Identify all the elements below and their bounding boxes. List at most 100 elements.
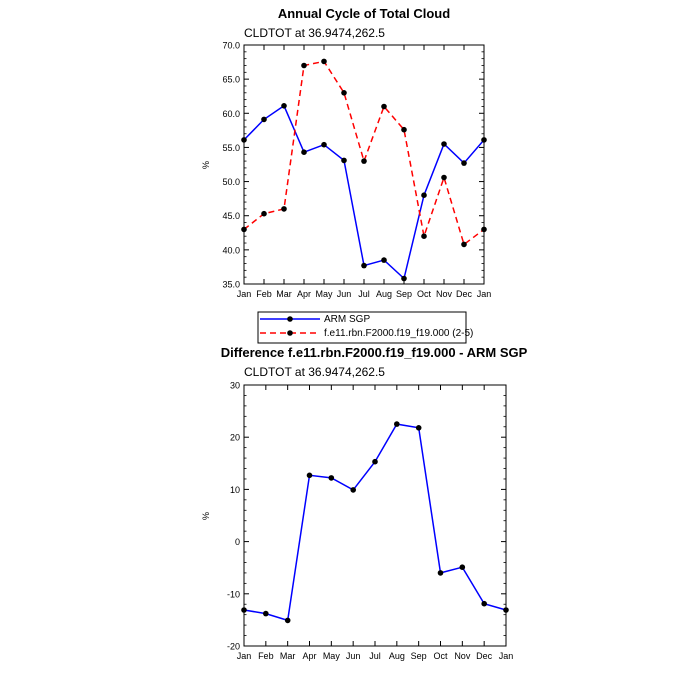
annual-cycle-chart: Annual Cycle of Total Cloud CLDTOT at 36… (201, 6, 491, 299)
data-point (263, 610, 269, 617)
tick-marks (243, 384, 507, 647)
legend-marker-model (287, 330, 293, 336)
x-tick-label: Feb (256, 289, 272, 299)
y-tick-label: -20 (227, 642, 240, 652)
legend-marker-arm (287, 316, 293, 322)
y-axis-label: % (201, 161, 211, 169)
data-point (241, 607, 247, 613)
data-point (241, 137, 247, 143)
y-tick-label: 20 (230, 433, 240, 443)
data-point (503, 607, 509, 613)
data-point (261, 210, 267, 217)
data-point (401, 275, 407, 282)
data-point (301, 149, 307, 155)
data-point (481, 137, 487, 143)
data-point (284, 617, 291, 624)
data-point (328, 475, 335, 481)
legend-label-model: f.e11.rbn.F2000.f19_f19.000 (2-5) (324, 328, 473, 339)
data-point (350, 487, 357, 493)
x-tick-label: Oct (433, 651, 448, 661)
data-point (394, 421, 400, 427)
plot-frame (243, 384, 507, 647)
data-point (461, 241, 467, 248)
x-tick-label: Aug (376, 289, 392, 299)
data-point (361, 158, 367, 164)
data-point (381, 103, 387, 110)
series-lines (241, 58, 487, 282)
data-point (421, 192, 427, 198)
x-tick-label: Jun (346, 651, 361, 661)
data-point (441, 174, 447, 181)
y-tick-label: 70.0 (222, 41, 240, 51)
data-point (481, 226, 487, 233)
data-point (481, 600, 488, 607)
x-tick-label: Sep (396, 289, 412, 299)
x-tick-label: Jan (237, 651, 252, 661)
difference-chart: Difference f.e11.rbn.F2000.f19_f19.000 -… (201, 345, 528, 661)
x-tick-label: Apr (302, 651, 316, 661)
x-tick-label: Jun (337, 289, 352, 299)
series-lines (241, 421, 509, 624)
y-tick-label: 35.0 (222, 280, 240, 290)
x-tick-label: Aug (389, 651, 405, 661)
data-point (381, 257, 387, 263)
data-point (361, 262, 367, 269)
data-point (437, 570, 444, 576)
x-tick-label: Jan (237, 289, 252, 299)
x-tick-label: Mar (280, 651, 296, 661)
x-tick-label: Jul (358, 289, 370, 299)
data-point (421, 233, 427, 239)
x-tick-label: Apr (297, 289, 311, 299)
y-tick-label: 65.0 (222, 75, 240, 85)
x-tick-label: May (315, 289, 333, 299)
data-point (461, 160, 467, 166)
chart-subtitle: CLDTOT at 36.9474,262.5 (244, 365, 385, 379)
x-tick-label: Mar (276, 289, 292, 299)
series-line-0 (243, 423, 507, 622)
chart-title: Difference f.e11.rbn.F2000.f19_f19.000 -… (221, 345, 528, 360)
y-tick-label: 30 (230, 381, 240, 391)
data-point (261, 116, 267, 123)
data-point (415, 425, 422, 431)
x-tick-label: Jan (499, 651, 514, 661)
legend-box (257, 311, 467, 344)
data-point (306, 472, 313, 479)
data-point (321, 58, 327, 65)
x-tick-label: May (323, 651, 341, 661)
x-tick-label: Nov (436, 289, 453, 299)
x-tick-label: Jan (477, 289, 492, 299)
data-point (401, 126, 407, 133)
chart-subtitle: CLDTOT at 36.9474,262.5 (244, 26, 385, 40)
y-tick-labels: -20 -10 0 10 20 30 (227, 381, 240, 652)
data-point (372, 458, 378, 465)
data-point (241, 226, 247, 233)
y-tick-label: 0 (235, 537, 240, 547)
y-tick-label: -10 (227, 589, 240, 599)
y-tick-label: 10 (230, 485, 240, 495)
x-tick-label: Feb (258, 651, 274, 661)
x-tick-label: Nov (454, 651, 471, 661)
y-tick-label: 45.0 (222, 211, 240, 221)
chart-title: Annual Cycle of Total Cloud (278, 6, 450, 21)
x-tick-labels: Jan Feb Mar Apr May Jun Jul Aug Sep Oct Nov Dec Jan (237, 289, 492, 299)
x-tick-label: Dec (456, 289, 473, 299)
y-tick-label: 50.0 (222, 177, 240, 187)
x-tick-labels: Jan Feb Mar Apr May Jun Jul Aug Sep Oct Nov Dec Jan (237, 651, 514, 661)
x-tick-label: Oct (417, 289, 432, 299)
y-tick-label: 60.0 (222, 109, 240, 119)
legend: ARM SGP f.e11.rbn.F2000.f19_f19.000 (2-5… (257, 311, 473, 344)
data-point (459, 564, 466, 570)
y-tick-labels: 35.0 40.0 45.0 50.0 55.0 60.0 65.0 70.0 (222, 41, 240, 290)
data-point (441, 141, 447, 147)
legend-label-arm: ARM SGP (324, 314, 370, 325)
data-point (281, 206, 287, 212)
data-point (281, 103, 287, 109)
data-point (341, 157, 347, 164)
x-tick-label: Jul (369, 651, 381, 661)
data-point (301, 62, 307, 69)
series-line-1 (243, 60, 485, 246)
x-tick-label: Sep (411, 651, 427, 661)
tick-marks (243, 44, 485, 285)
data-point (321, 141, 327, 148)
